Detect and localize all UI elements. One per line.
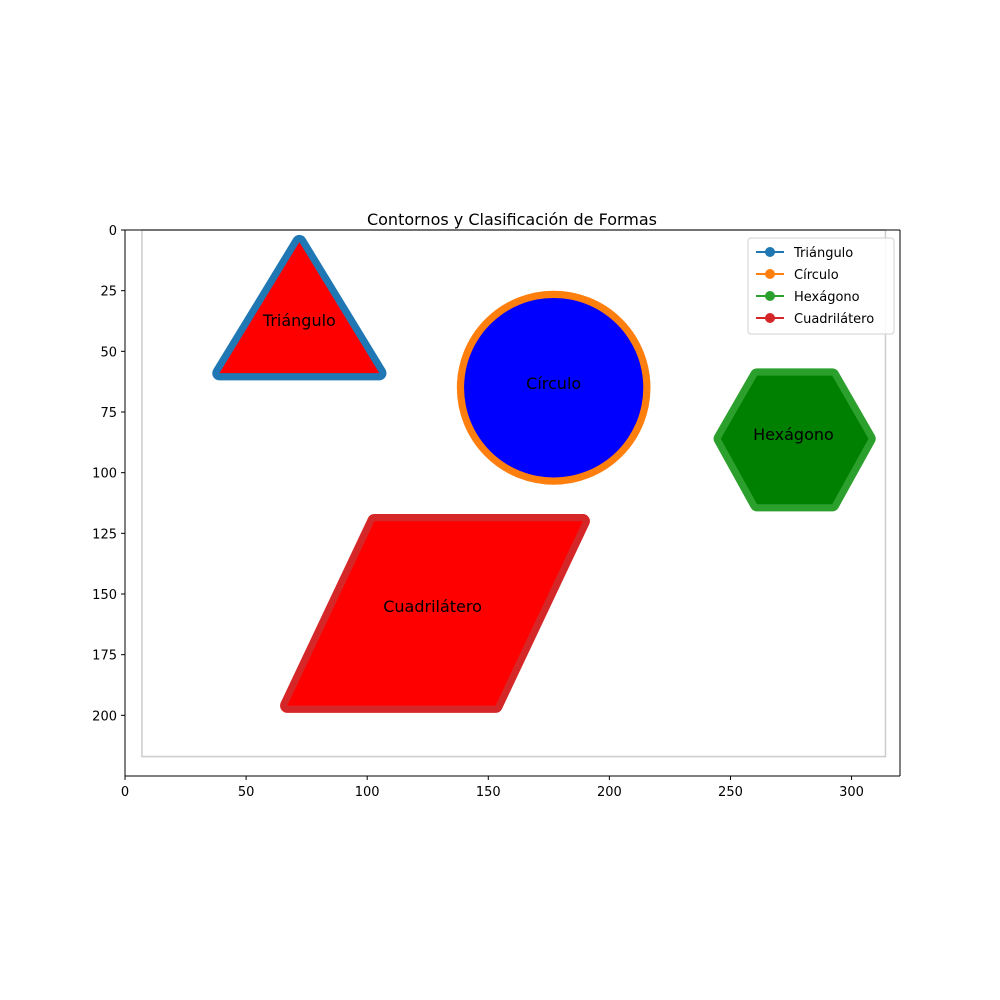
shape-label: Hexágono [753,425,834,444]
legend-label: Cuadrilátero [794,312,874,327]
plot-area: Triángulo Círculo Hexágono Cuadrilátero 0 50 1… [92,224,901,800]
shape-2: Hexágono [713,368,876,512]
legend-marker [765,291,775,301]
y-tick-label: 100 [92,467,117,482]
legend-marker [765,247,775,257]
x-tick-label: 150 [476,785,501,800]
y-tick-label: 50 [100,345,117,360]
legend-marker [765,313,775,323]
x-tick-label: 250 [718,785,743,800]
y-tick-label: 125 [92,527,117,542]
x-tick-label: 200 [597,785,622,800]
y-tick-label: 175 [92,649,117,664]
shape-fill [219,242,380,374]
legend-label: Hexágono [794,290,860,305]
shape-fill [720,375,869,505]
legend-label: Triángulo [793,246,853,261]
shape-label: Círculo [526,374,581,393]
x-tick-label: 100 [355,785,380,800]
legend-marker [765,269,775,279]
shape-fill [287,521,583,706]
y-tick-label: 75 [100,406,117,421]
y-tick-label: 25 [100,285,117,300]
y-tick-label: 0 [109,224,117,239]
shape-3: Cuadrilátero [280,514,590,713]
shape-fill [464,297,644,478]
legend-box [747,237,895,335]
x-tick-label: 50 [238,785,255,800]
y-tick-label: 200 [92,709,117,724]
x-tick-label: 0 [121,785,129,800]
chart-title: Contornos y Clasificación de Formas [367,210,657,229]
shape-label: Triángulo [262,311,336,330]
shape-label: Cuadrilátero [383,597,482,616]
y-tick-label: 150 [92,588,117,603]
legend: Triángulo Círculo Hexágono Cuadrilátero [747,237,895,335]
x-tick-label: 300 [839,785,864,800]
shape-0: Triángulo [212,234,387,381]
legend-label: Círculo [794,268,839,283]
shape-1: Círculo [456,290,651,485]
